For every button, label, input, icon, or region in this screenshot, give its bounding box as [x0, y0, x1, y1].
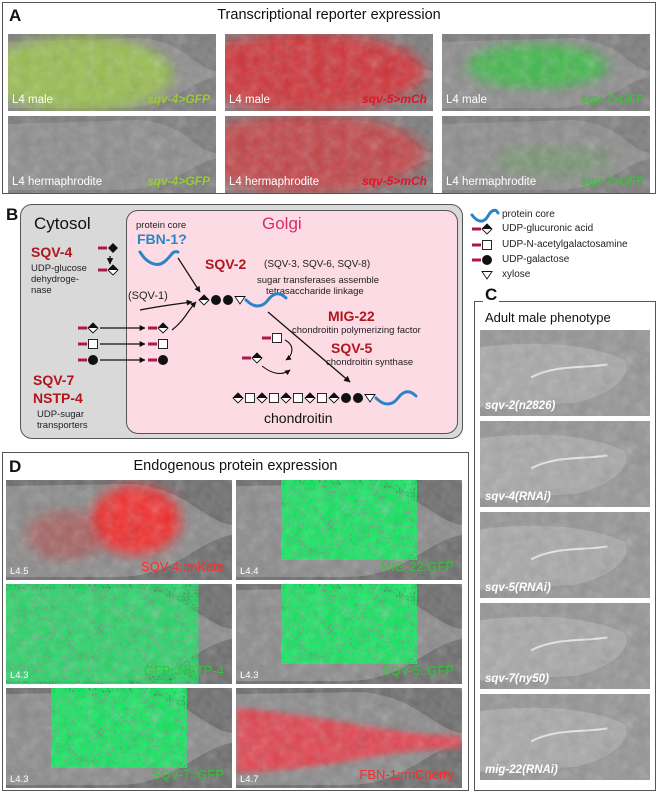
reporter-image: L4 hermaphrodite sqv-4>GFP [8, 116, 216, 193]
reporter-label: sqv-5>mCh [361, 92, 427, 106]
phenotype-image: sqv-7(ny50) [480, 603, 650, 689]
genotype-label: sqv-4(RNAi) [485, 491, 551, 503]
mig22-desc: chondroitin polymerizing factor [292, 325, 421, 336]
protein-label: FBN-1::mCherry [359, 767, 454, 782]
reporter-image: L4 hermaphrodite sqv-7>GFP [442, 116, 650, 193]
protein-expression-image: L4.5 SQV-4::mKate [6, 480, 232, 580]
panel-b-letter: B [6, 205, 19, 224]
sqv4-desc-3: nase [31, 285, 52, 296]
nstp4-label: NSTP-4 [33, 390, 83, 406]
stage-label: L4.3 [240, 670, 259, 681]
sqv4-desc-2: dehydroge- [31, 274, 80, 285]
phenotype-image: sqv-2(n2826) [480, 330, 650, 416]
genotype-label: sqv-5(RNAi) [485, 582, 551, 594]
cytosol-label: Cytosol [34, 214, 91, 233]
protein-core-text: protein core [136, 220, 187, 231]
panel-a-title: Transcriptional reporter expression [217, 7, 441, 23]
reporter-label: sqv-7>GFP [580, 92, 644, 106]
stage-label: L4 male [446, 94, 487, 106]
protein-core-icon [470, 208, 500, 223]
legend-item: protein core [502, 209, 555, 220]
golgi-label: Golgi [262, 214, 302, 233]
protein-label: GFP::NSTP-4 [143, 663, 224, 678]
panel-d-letter: D [9, 457, 22, 476]
sqv2-others: (SQV-3, SQV-6, SQV-8) [264, 259, 371, 270]
reporter-image: L4 male sqv-7>GFP [442, 34, 650, 111]
protein-expression-image: L4.3 SQV-7::GFP [6, 688, 232, 788]
reporter-label: sqv-4>GFP [146, 92, 210, 106]
stage-label: L4 male [229, 94, 270, 106]
udp-glucuronic-acid-icon [472, 223, 493, 235]
protein-label: MIG-22:GFP [380, 559, 454, 574]
panel-c-letter: C [483, 285, 500, 305]
stage-label: L4 male [12, 94, 53, 106]
golgi-compartment [126, 210, 458, 434]
sqv5-label: SQV-5 [331, 340, 373, 356]
tetrasaccharide-linkage [198, 292, 288, 308]
stage-label: L4.4 [240, 566, 259, 577]
udp-glucose-icon [98, 243, 118, 253]
protein-core-icon [138, 250, 180, 266]
protein-expression-image: L4.3 SQV-5::GFP [236, 584, 462, 684]
pathway-diagram [78, 243, 418, 406]
sqv5-desc: chondroitin synthase [326, 357, 414, 368]
protein-label: SQV-4::mKate [140, 559, 224, 574]
stage-label: L4.3 [10, 774, 29, 785]
protein-expression-image: L4.3 GFP::NSTP-4 [6, 584, 232, 684]
stage-label: L4.3 [10, 670, 29, 681]
stage-label: L4 hermaphrodite [446, 176, 537, 188]
legend-item: xylose [502, 269, 531, 280]
fbn1-label: FBN-1? [137, 231, 187, 247]
sqv7-label: SQV-7 [33, 372, 75, 388]
genotype-label: sqv-7(ny50) [485, 673, 549, 685]
stage-label: L4.5 [10, 566, 29, 577]
stage-label: L4 hermaphrodite [12, 176, 103, 188]
sqv2-desc-2: tetrasaccharide linkage [266, 286, 364, 297]
legend-item: UDP-galactose [502, 254, 570, 265]
sqv4-label: SQV-4 [31, 244, 73, 260]
stage-label: L4 hermaphrodite [229, 176, 320, 188]
reporter-label: sqv-7>GFP [580, 174, 644, 188]
genotype-label: sqv-2(n2826) [485, 400, 556, 412]
reporter-label: sqv-4>GFP [146, 174, 210, 188]
phenotype-image: sqv-5(RNAi) [480, 512, 650, 598]
transporter-desc-2: transporters [37, 420, 88, 431]
protein-label: SQV-7::GFP [151, 767, 224, 782]
mig22-label: MIG-22 [328, 308, 375, 324]
reporter-image: L4 male sqv-5>mCh [225, 34, 433, 111]
udp-n-acetylgalactosamine-icon [472, 240, 492, 250]
sqv2-label: SQV-2 [205, 256, 247, 272]
protein-label: SQV-5::GFP [381, 663, 454, 678]
reporter-image: L4 hermaphrodite sqv-5>mCh [225, 116, 433, 193]
phenotype-image: mig-22(RNAi) [480, 694, 650, 780]
glycan-legend: protein core UDP-glucuronic acid UDP-N-ace… [470, 207, 656, 297]
protein-expression-image: L4.7 FBN-1::mCherry [236, 688, 462, 788]
chondroitin-chain [232, 390, 418, 406]
stage-label: L4.7 [240, 774, 259, 785]
reporter-label: sqv-5>mCh [361, 174, 427, 188]
panel-d-title: Endogenous protein expression [133, 458, 338, 474]
phenotype-image: sqv-4(RNAi) [480, 421, 650, 507]
udp-galactose-icon [472, 255, 492, 265]
legend-item: UDP-N-acetylgalactosamine [502, 239, 628, 250]
panel-a-letter: A [9, 6, 22, 25]
transporter-desc-1: UDP-sugar [37, 409, 84, 420]
genotype-label: mig-22(RNAi) [485, 764, 558, 776]
legend-item: UDP-glucuronic acid [502, 223, 594, 234]
sqv4-desc-1: UDP-glucose [31, 263, 87, 274]
xylose-icon [481, 271, 493, 280]
sqv2-desc-1: sugar transferases assemble [257, 275, 379, 286]
chondroitin-label: chondroitin [264, 410, 333, 426]
protein-expression-image: L4.4 MIG-22:GFP [236, 480, 462, 580]
reporter-image: L4 male sqv-4>GFP [8, 34, 216, 111]
panel-c-title: Adult male phenotype [485, 310, 611, 325]
udp-glucuronic-acid-icon [98, 264, 119, 276]
sqv1-label: (SQV-1) [128, 290, 168, 302]
